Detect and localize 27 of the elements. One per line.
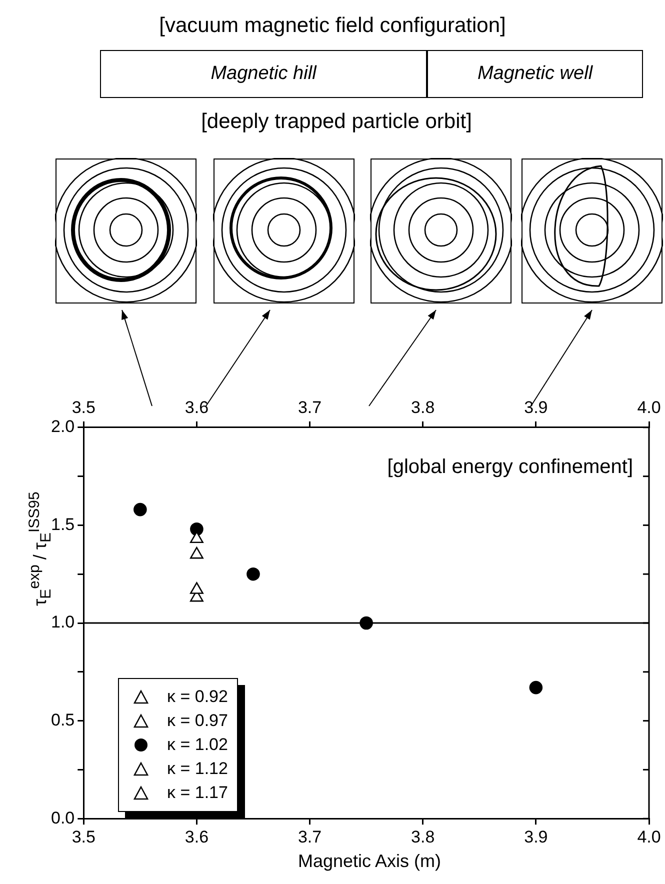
chart-title: [vacuum magnetic field configuration] (158, 14, 507, 38)
x-tick-label: 3.6 (184, 827, 209, 846)
x-tick-label: 4.0 (637, 827, 661, 846)
legend-label: κ = 1.17 (167, 783, 228, 803)
x-axis-title: Magnetic Axis (m) (296, 851, 442, 872)
x-tick-label: 3.5 (72, 827, 96, 846)
x-tick-label: 3.7 (298, 827, 322, 846)
x-tick-label: 3.8 (411, 827, 435, 846)
legend-label: κ = 0.92 (167, 687, 228, 707)
y-tick-label: 2.0 (50, 417, 75, 436)
x2-tick-label: 4.0 (637, 398, 661, 417)
x2-tick-label: 3.7 (298, 398, 322, 417)
x2-tick-label: 3.8 (411, 398, 435, 417)
legend-label: κ = 1.02 (167, 735, 228, 755)
x2-tick-label: 3.5 (72, 398, 96, 417)
text: Magnetic well (476, 62, 594, 86)
legend-label: κ = 0.97 (167, 711, 228, 731)
text: [deeply trapped particle orbit] (200, 110, 473, 134)
x-tick-label: 3.9 (524, 827, 548, 846)
y-tick-label: 0.5 (50, 710, 75, 730)
legend-label: κ = 1.12 (167, 759, 228, 779)
y-tick-label: 1.0 (50, 612, 75, 632)
annotation: [global energy confinement] (387, 456, 633, 478)
y-tick-label: 0.0 (50, 808, 75, 828)
x2-tick-label: 3.9 (524, 398, 548, 417)
x2-tick-label: 3.6 (184, 398, 209, 417)
text: Magnetic hill (101, 51, 428, 97)
